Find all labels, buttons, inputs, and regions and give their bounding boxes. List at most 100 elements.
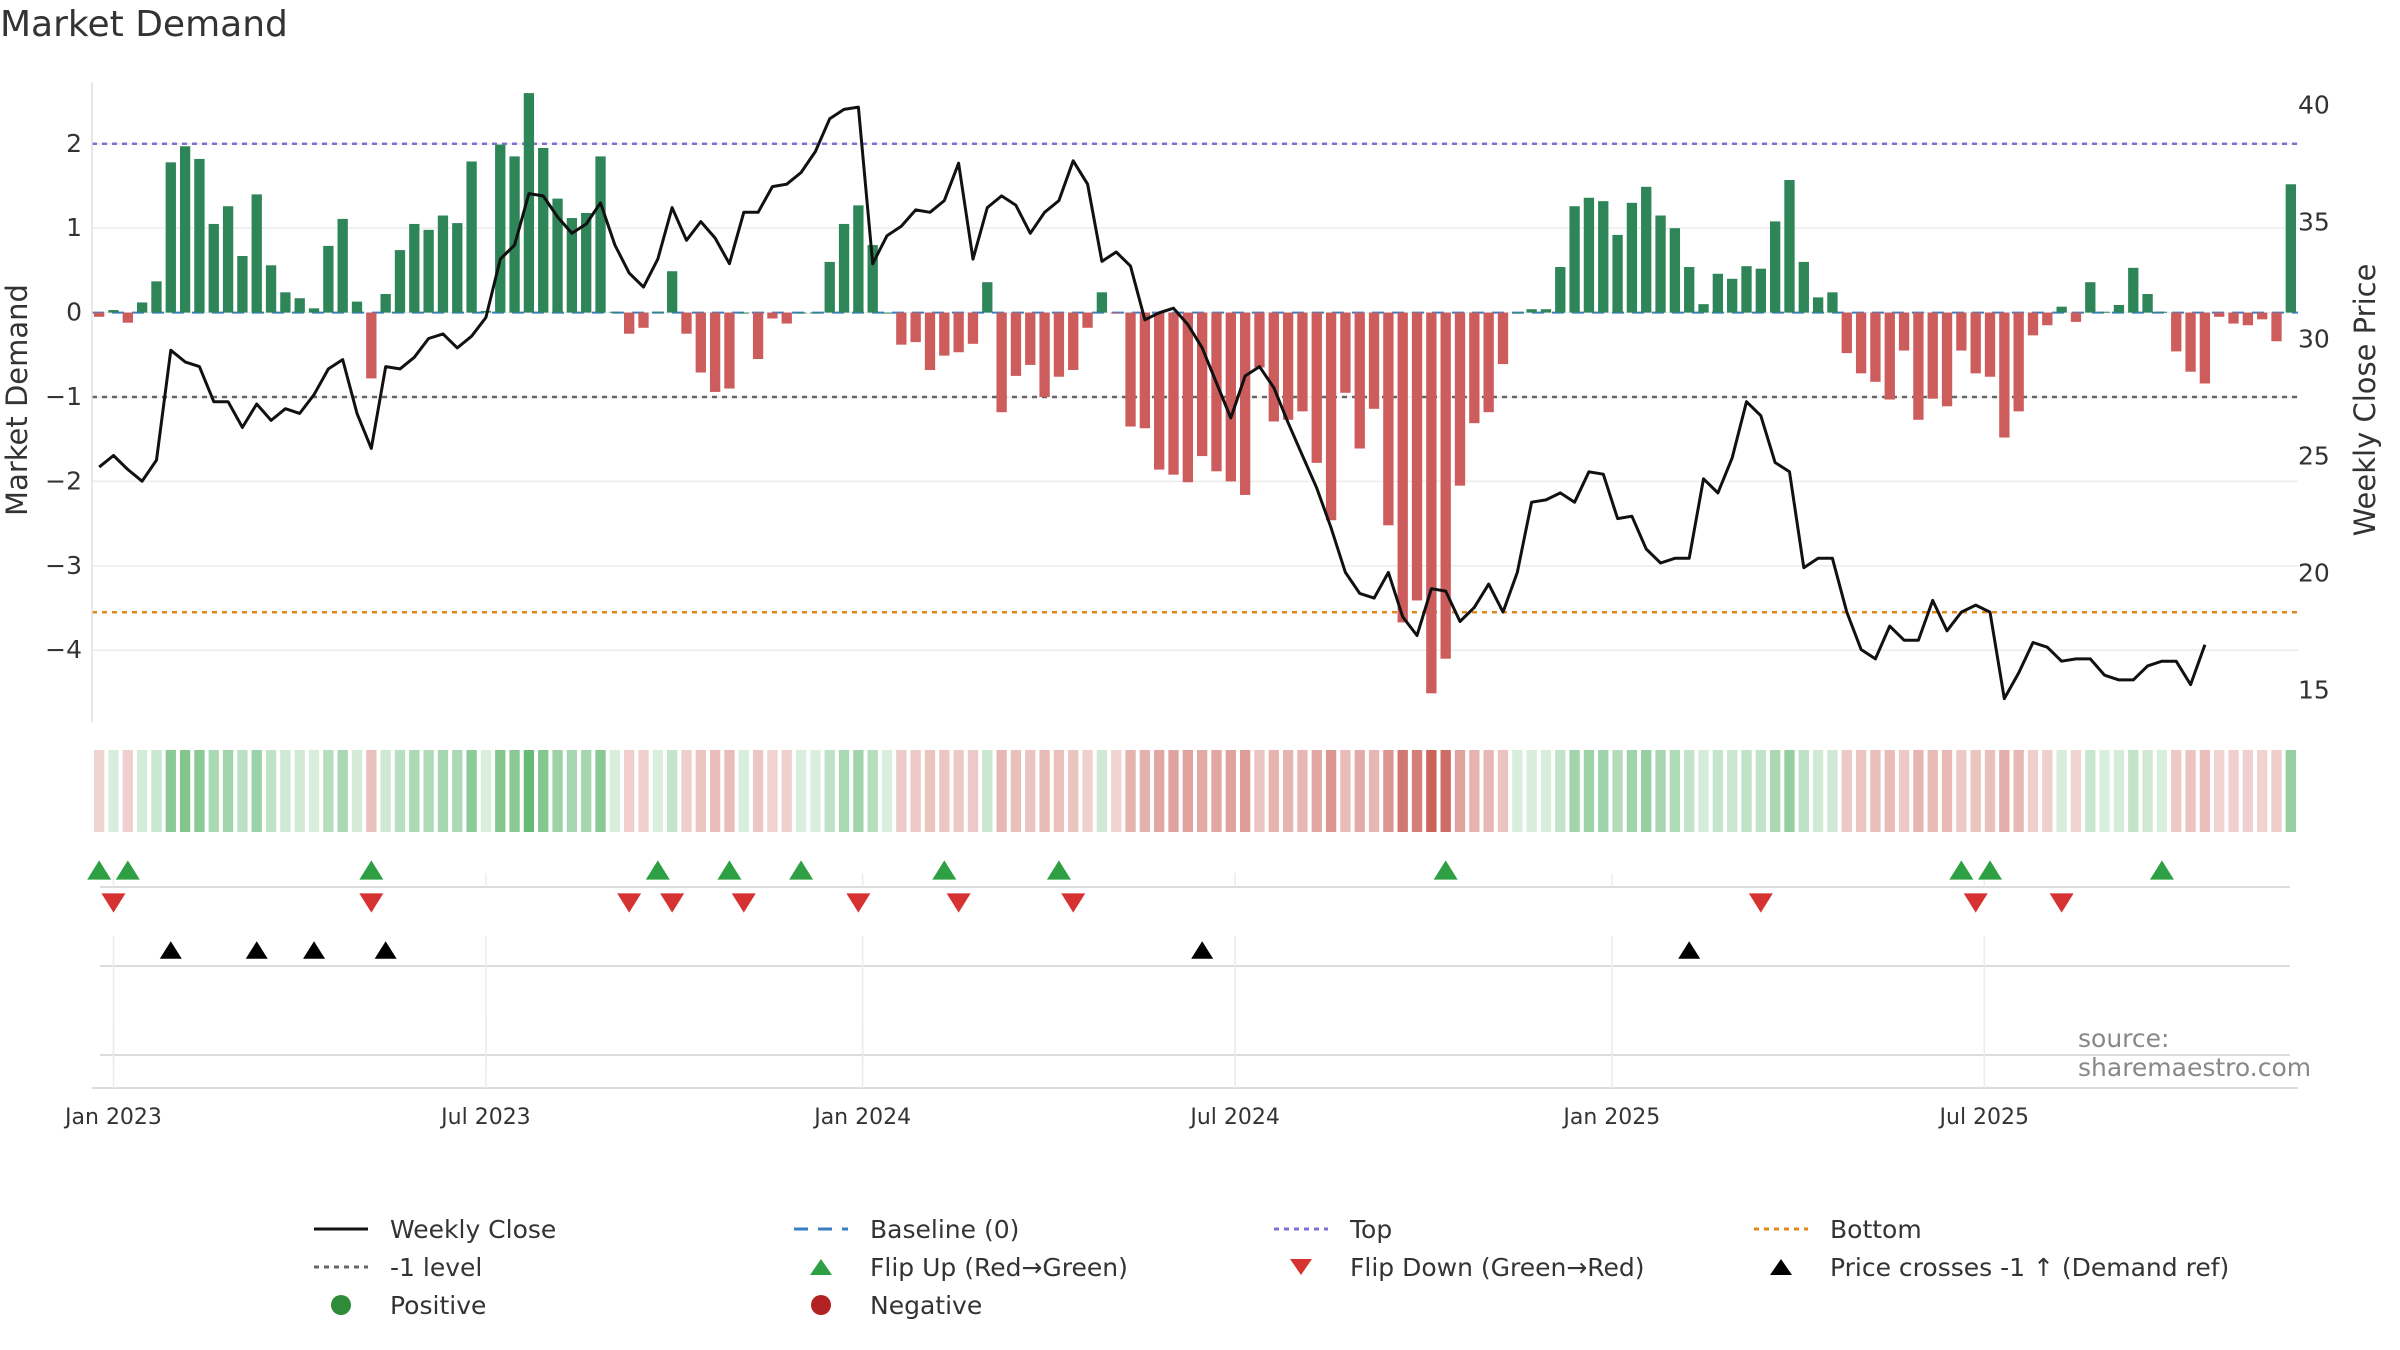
strip-cell xyxy=(1784,750,1795,832)
strip-cell xyxy=(953,750,964,832)
strip-cell xyxy=(881,750,893,832)
legend: Weekly Close Baseline (0) Top Bottom -1 leve… xyxy=(0,1210,2400,1330)
legend-label: Price crosses -1 ↑ (Demand ref) xyxy=(1830,1252,2230,1282)
y-tick-left: −3 xyxy=(45,551,82,580)
demand-bar xyxy=(609,311,621,313)
demand-bar xyxy=(1641,186,1652,313)
demand-bar xyxy=(1168,312,1179,475)
flip-down-marker xyxy=(1061,893,1086,913)
strip-cell xyxy=(724,750,735,832)
demand-bar xyxy=(1612,234,1623,313)
strip-cell xyxy=(2142,750,2153,832)
strip-cell xyxy=(538,750,549,832)
demand-bar xyxy=(1684,267,1695,313)
demand-bar xyxy=(1898,312,1910,351)
strip-cell xyxy=(2070,750,2082,832)
legend-item: Top xyxy=(1270,1210,1392,1248)
demand-bar xyxy=(1197,312,1208,457)
demand-bar xyxy=(2042,312,2053,326)
strip-cell xyxy=(1340,750,1351,832)
demand-bar xyxy=(1039,312,1050,397)
demand-bar xyxy=(853,205,864,313)
demand-bar xyxy=(1426,312,1437,694)
demand-bar xyxy=(2099,311,2110,313)
demand-bar xyxy=(1354,312,1365,449)
x-tick-label: Jan 2023 xyxy=(63,1105,162,1130)
demand-bar xyxy=(308,308,320,313)
strip-cell xyxy=(337,750,348,832)
strip-cell xyxy=(853,750,864,832)
strip-cell xyxy=(624,750,635,832)
demand-bar xyxy=(724,312,735,389)
legend-symbol xyxy=(1770,1259,1792,1275)
strip-cell xyxy=(251,750,262,832)
demand-bar xyxy=(967,312,979,344)
demand-bar xyxy=(1870,312,1881,382)
price-cross-marker xyxy=(1678,941,1701,959)
strip-cell xyxy=(1999,750,2010,832)
strip-cell xyxy=(351,750,363,832)
strip-cell xyxy=(1469,750,1480,832)
strip-cell xyxy=(1769,750,1781,832)
demand-bar xyxy=(2257,312,2268,320)
grid-layer xyxy=(92,143,2298,1089)
strip-cell xyxy=(165,750,176,832)
strip-cell xyxy=(523,750,535,832)
strip-cell xyxy=(1898,750,1910,832)
strip-cell xyxy=(2199,750,2211,832)
strip-cell xyxy=(1454,750,1466,832)
strip-cell xyxy=(2128,750,2139,832)
strip-cell xyxy=(1282,750,1294,832)
strip-cell xyxy=(1841,750,1852,832)
demand-bar xyxy=(1540,309,1552,313)
legend-symbol xyxy=(331,1295,351,1315)
demand-bar xyxy=(165,162,176,313)
strip-cell xyxy=(2156,750,2168,832)
strip-cell xyxy=(1913,750,1924,832)
demand-bar xyxy=(1096,292,1108,313)
legend-marker xyxy=(810,1259,832,1275)
strip-cell xyxy=(1855,750,1867,832)
legend-label: Negative xyxy=(870,1290,983,1320)
y-tick-left: −4 xyxy=(45,635,82,664)
demand-bar xyxy=(1497,312,1509,365)
strip-cell xyxy=(1111,750,1122,832)
strip-cell xyxy=(1297,750,1308,832)
flip-up-marker xyxy=(932,860,957,880)
demand-bar xyxy=(1941,312,1953,407)
demand-bar xyxy=(2013,312,2024,412)
demand-bar xyxy=(1454,312,1466,486)
demand-bar xyxy=(1598,201,1609,313)
y-label-left: Market Demand xyxy=(0,284,34,516)
demand-bar xyxy=(1927,312,1938,399)
strip-cell xyxy=(2214,750,2225,832)
legend-item: Positive xyxy=(310,1286,486,1324)
strip-cell xyxy=(1798,750,1809,832)
strip-cell xyxy=(1669,750,1681,832)
strip-cell xyxy=(996,750,1007,832)
strip-cell xyxy=(1168,750,1179,832)
strip-cell xyxy=(2228,750,2239,832)
demand-bar xyxy=(867,245,878,313)
demand-bar xyxy=(437,215,449,313)
demand-bar xyxy=(2027,312,2039,336)
strip-cell xyxy=(1927,750,1938,832)
demand-bar xyxy=(1698,304,1709,313)
demand-bar xyxy=(1068,312,1079,370)
demand-bar xyxy=(896,312,907,345)
strip-cell xyxy=(480,750,492,832)
demand-bar xyxy=(1368,312,1380,409)
demand-bar xyxy=(681,312,692,334)
y-tick-left: −2 xyxy=(45,466,82,495)
strip-cell xyxy=(1254,750,1265,832)
strip-cell xyxy=(652,750,663,832)
demand-bar xyxy=(208,223,219,313)
demand-bar xyxy=(108,310,119,313)
demand-bar xyxy=(552,198,563,313)
demand-bar xyxy=(1440,312,1451,659)
strip-cell xyxy=(2285,750,2296,832)
y-tick-left: 0 xyxy=(66,298,82,327)
strip-cell xyxy=(2113,750,2125,832)
demand-bar xyxy=(1239,312,1251,495)
